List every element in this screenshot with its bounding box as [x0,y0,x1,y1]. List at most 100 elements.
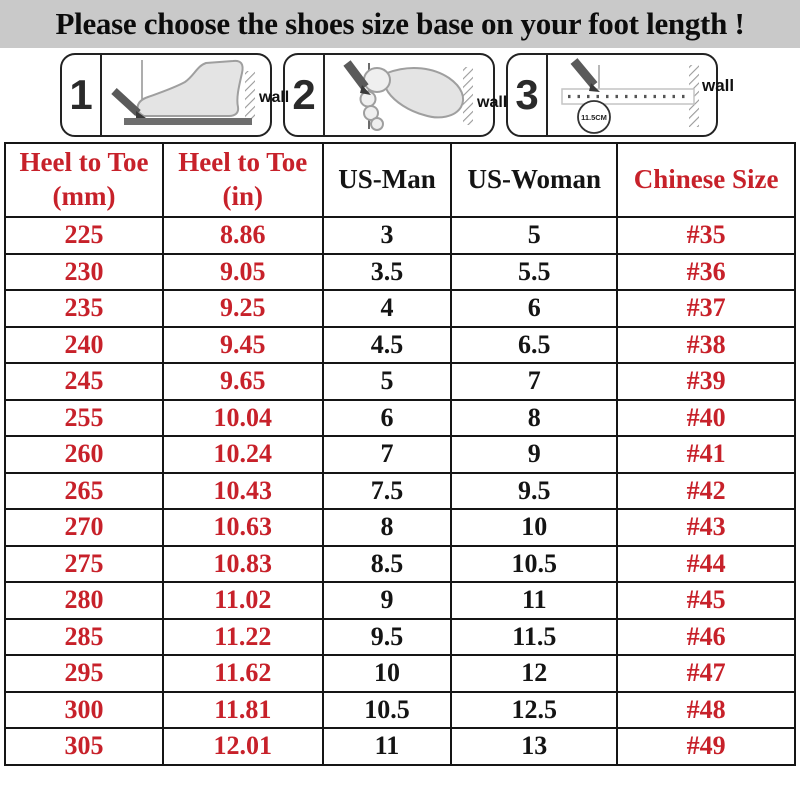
table-cell: 255 [4,398,164,437]
table-cell: 11.22 [162,617,324,656]
table-cell: 265 [4,471,164,510]
pencil-icon [111,88,141,116]
table-cell: 10.43 [162,471,324,510]
table-row: 240 9.45 4.5 6.5 #38 [4,325,796,364]
table-cell: 9 [321,581,453,620]
table-cell: 3.5 [321,252,453,291]
table-cell: 11 [450,581,619,620]
foot-shape [136,59,244,117]
table-cell: 285 [4,617,164,656]
table-cell: 3 [321,216,453,255]
table-cell: 12.01 [162,727,324,766]
table-cell: 10.04 [162,398,324,437]
table-row: 305 12.01 11 13 #49 [4,727,796,766]
table-cell: 13 [450,727,619,766]
table-cell: #38 [616,325,796,364]
table-cell: 9.05 [162,252,324,291]
size-table-header: Heel to Toe (mm) Heel to Toe (in) US-Man… [4,142,796,218]
table-cell: 300 [4,690,164,729]
table-cell: #35 [616,216,796,255]
foot-top-view-illustration: wall [325,55,507,135]
table-cell: 225 [4,216,164,255]
table-cell: #40 [616,398,796,437]
table-cell: 10.63 [162,508,324,547]
table-cell: #37 [616,289,796,328]
wall-label: wall [701,76,734,95]
step-number: 2 [285,55,325,135]
table-cell: 6 [321,398,453,437]
table-cell: 11.62 [162,654,324,693]
table-row: 280 11.02 9 11 #45 [4,581,796,620]
size-table-body: 225 8.86 3 5 #35 230 9.05 3.5 5.5 #36 235 9.25 4 6 #37… [4,216,796,766]
table-cell: #45 [616,581,796,620]
table-cell: 6.5 [450,325,619,364]
table-row: 275 10.83 8.5 10.5 #44 [4,544,796,583]
table-row: 265 10.43 7.5 9.5 #42 [4,471,796,510]
table-cell: 10.24 [162,435,324,474]
table-cell: 11.81 [162,690,324,729]
table-cell: 12 [450,654,619,693]
table-cell: 9.45 [162,325,324,364]
table-cell: 11 [321,727,453,766]
table-cell: 12.5 [450,690,619,729]
wall-hatch [245,71,255,121]
column-header-heel-to-toe-mm: Heel to Toe (mm) [4,142,164,218]
table-cell: #48 [616,690,796,729]
table-cell: #42 [616,471,796,510]
table-cell: 10.5 [450,544,619,583]
table-row: 270 10.63 8 10 #43 [4,508,796,547]
table-cell: 7 [450,362,619,401]
table-cell: 10.5 [321,690,453,729]
wall-label: wall [258,89,289,106]
table-cell: 235 [4,289,164,328]
table-cell: 305 [4,727,164,766]
column-header-chinese-size: Chinese Size [616,142,796,218]
table-row: 225 8.86 3 5 #35 [4,216,796,255]
table-cell: 10 [321,654,453,693]
table-row: 230 9.05 3.5 5.5 #36 [4,252,796,291]
wall-hatch [463,67,473,125]
pencil-icon [343,60,369,90]
table-cell: 5 [321,362,453,401]
footprint-shape [383,67,465,119]
table-cell: 240 [4,325,164,364]
page-title: Please choose the shoes size base on you… [0,0,800,48]
table-cell: #43 [616,508,796,547]
measure-instructions: 1 wall [60,53,740,137]
table-cell: 8.86 [162,216,324,255]
table-cell: 5 [450,216,619,255]
table-cell: 10 [450,508,619,547]
table-row: 300 11.81 10.5 12.5 #48 [4,690,796,729]
table-cell: 5.5 [450,252,619,291]
table-cell: 11.02 [162,581,324,620]
table-cell: #36 [616,252,796,291]
table-cell: #44 [616,544,796,583]
foot-side-view-illustration: wall [102,55,289,135]
table-cell: 7.5 [321,471,453,510]
table-cell: #39 [616,362,796,401]
instruction-panel-3: 3 11.5CM wall [506,53,734,137]
ground-line [124,118,252,125]
table-cell: 8 [450,398,619,437]
table-cell: 260 [4,435,164,474]
table-row: 285 11.22 9.5 11.5 #46 [4,617,796,656]
table-cell: 6 [450,289,619,328]
table-cell: #46 [616,617,796,656]
table-cell: #49 [616,727,796,766]
column-header-us-woman: US-Woman [450,142,619,218]
table-cell: #47 [616,654,796,693]
table-cell: 8 [321,508,453,547]
table-row: 295 11.62 10 12 #47 [4,654,796,693]
ruler-measure-icon: 11.5CM wall [561,58,734,134]
table-row: 260 10.24 7 9 #41 [4,435,796,474]
foot-side-view-icon: wall [111,59,289,125]
table-cell: 4.5 [321,325,453,364]
measure-length-illustration: 11.5CM wall [548,55,734,135]
table-cell: 9.25 [162,289,324,328]
table-cell: 11.5 [450,617,619,656]
big-toe [363,67,391,93]
table-cell: 270 [4,508,164,547]
table-cell: 275 [4,544,164,583]
column-header-us-man: US-Man [321,142,453,218]
table-cell: 4 [321,289,453,328]
